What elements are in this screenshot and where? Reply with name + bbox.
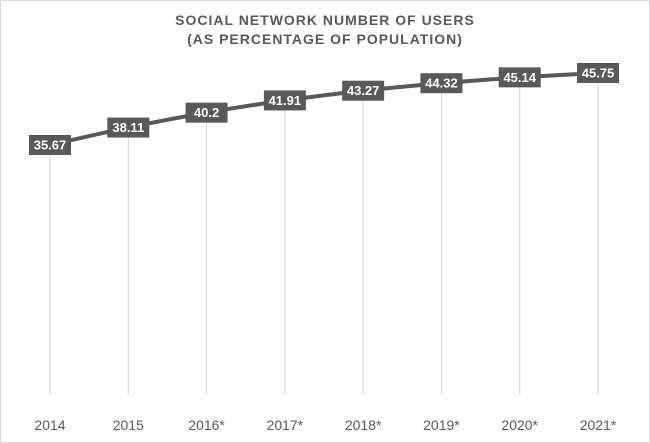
- data-label-box: [185, 102, 228, 123]
- data-label-2020*: 45.14: [498, 67, 541, 88]
- x-tick-label-2015: 2015: [113, 417, 144, 433]
- data-label-text: 43.27: [347, 83, 380, 98]
- x-tick-label-2021*: 2021*: [580, 417, 617, 433]
- data-label-2016*: 40.2: [185, 102, 228, 123]
- chart-title-line-1: SOCIAL NETWORK NUMBER OF USERS: [175, 12, 475, 28]
- x-tick-label-2018*: 2018*: [345, 417, 382, 433]
- data-label-box: [29, 135, 71, 155]
- data-label-text: 44.32: [425, 76, 458, 91]
- data-label-2015: 38.11: [107, 117, 150, 138]
- x-tick-label-2019*: 2019*: [423, 417, 460, 433]
- data-label-text: 41.91: [269, 93, 302, 108]
- data-label-box: [577, 63, 619, 83]
- data-label-text: 35.67: [34, 138, 67, 153]
- data-label-text: 45.75: [582, 66, 615, 81]
- chart-title-line-2: (AS PERCENTAGE OF POPULATION): [187, 31, 463, 47]
- data-label-box: [420, 73, 463, 94]
- data-label-box: [498, 67, 541, 88]
- data-label-2018*: 43.27: [342, 80, 385, 101]
- data-label-text: 38.11: [112, 120, 144, 135]
- data-labels: 35.67 38.11 40.2 41.91 43.27 44.32 45.14 45.75: [29, 63, 619, 155]
- data-label-text: 45.14: [503, 70, 536, 85]
- x-tick-label-2016*: 2016*: [188, 417, 225, 433]
- drop-lines: [49, 73, 599, 395]
- x-tick-label-2017*: 2017*: [267, 417, 304, 433]
- data-label-box: [107, 117, 150, 138]
- data-label-2017*: 41.91: [263, 90, 306, 111]
- data-label-2019*: 44.32: [420, 73, 463, 94]
- data-label-box: [342, 80, 385, 101]
- data-label-text: 40.2: [194, 105, 219, 120]
- x-tick-label-2014: 2014: [34, 417, 65, 433]
- data-label-2014: 35.67: [29, 135, 71, 155]
- x-axis-tick-labels: 2014 2015 2016* 2017* 2018* 2019* 2020* 2021*: [34, 417, 616, 433]
- data-label-box: [263, 90, 306, 111]
- data-label-2021*: 45.75: [577, 63, 619, 83]
- x-tick-label-2020*: 2020*: [501, 417, 538, 433]
